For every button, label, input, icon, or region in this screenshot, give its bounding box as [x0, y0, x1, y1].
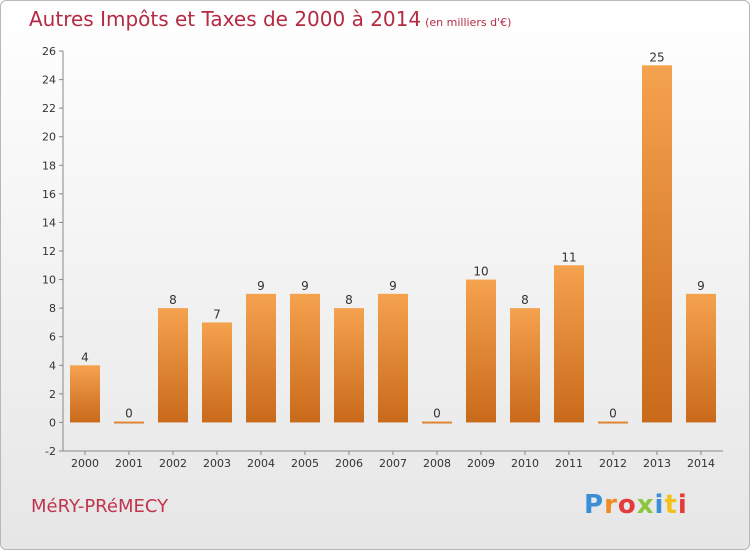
- x-tick-label: 2013: [643, 457, 671, 470]
- bar-2012: [598, 421, 628, 423]
- logo-letter: x: [637, 490, 655, 520]
- y-tick-label: 20: [42, 131, 56, 144]
- y-tick-label: 0: [49, 416, 56, 429]
- bar-2004: [246, 294, 276, 423]
- y-tick-label: 22: [42, 102, 56, 115]
- data-label-2010: 8: [521, 293, 529, 307]
- data-label-2007: 9: [389, 279, 397, 293]
- data-label-2011: 11: [561, 250, 576, 264]
- bar-2001: [114, 421, 144, 423]
- bars: [70, 65, 716, 423]
- x-tick-label: 2004: [247, 457, 275, 470]
- logo-letter: i: [655, 490, 665, 520]
- data-label-2004: 9: [257, 279, 265, 293]
- bar-2008: [422, 421, 452, 423]
- bar-2009: [466, 280, 496, 423]
- logo-letter: P: [584, 490, 604, 520]
- x-tick-label: 2005: [291, 457, 319, 470]
- proxiti-logo: Proxiti: [584, 490, 688, 520]
- y-tick-label: 26: [42, 45, 56, 58]
- y-tick-label: 6: [49, 331, 56, 344]
- data-label-2000: 4: [81, 350, 89, 364]
- y-tick-label: 2: [49, 388, 56, 401]
- bar-2006: [334, 308, 364, 422]
- bar-2000: [70, 365, 100, 422]
- data-label-2013: 25: [649, 50, 664, 64]
- data-label-2009: 10: [473, 265, 488, 279]
- data-label-2005: 9: [301, 279, 309, 293]
- bar-2005: [290, 294, 320, 423]
- y-tick-label: 18: [42, 159, 56, 172]
- y-tick-label: 4: [49, 359, 56, 372]
- data-label-2003: 7: [213, 307, 221, 321]
- y-tick-label: 10: [42, 274, 56, 287]
- x-tick-label: 2000: [71, 457, 99, 470]
- data-label-2008: 0: [433, 406, 441, 420]
- x-tick-label: 2002: [159, 457, 187, 470]
- logo-letter: o: [618, 490, 637, 520]
- x-tick-label: 2006: [335, 457, 363, 470]
- logo-letter: t: [664, 490, 677, 520]
- bar-2003: [202, 322, 232, 422]
- commune-name: MéRY-PRéMECY: [31, 496, 168, 517]
- bar-2007: [378, 294, 408, 423]
- data-label-2006: 8: [345, 293, 353, 307]
- x-tick-label: 2012: [599, 457, 627, 470]
- bar-2014: [686, 294, 716, 423]
- y-tick-label: 24: [42, 74, 56, 87]
- y-tick-label: 16: [42, 188, 56, 201]
- bar-2013: [642, 65, 672, 422]
- y-tick-label: 8: [49, 302, 56, 315]
- y-tick-label: -2: [45, 445, 56, 458]
- x-tick-label: 2011: [555, 457, 583, 470]
- data-label-2001: 0: [125, 406, 133, 420]
- bar-2002: [158, 308, 188, 422]
- x-tick-label: 2001: [115, 457, 143, 470]
- y-tick-label: 14: [42, 216, 56, 229]
- data-label-2014: 9: [697, 279, 705, 293]
- x-tick-label: 2003: [203, 457, 231, 470]
- bar-2010: [510, 308, 540, 422]
- x-tick-label: 2009: [467, 457, 495, 470]
- x-tick-label: 2010: [511, 457, 539, 470]
- data-label-2012: 0: [609, 406, 617, 420]
- data-label-2002: 8: [169, 293, 177, 307]
- x-tick-label: 2007: [379, 457, 407, 470]
- logo-letter: i: [678, 490, 688, 520]
- y-tick-label: 12: [42, 245, 56, 258]
- x-tick-label: 2008: [423, 457, 451, 470]
- logo-letter: r: [604, 490, 618, 520]
- x-tick-label: 2014: [687, 457, 715, 470]
- bar-2011: [554, 265, 584, 422]
